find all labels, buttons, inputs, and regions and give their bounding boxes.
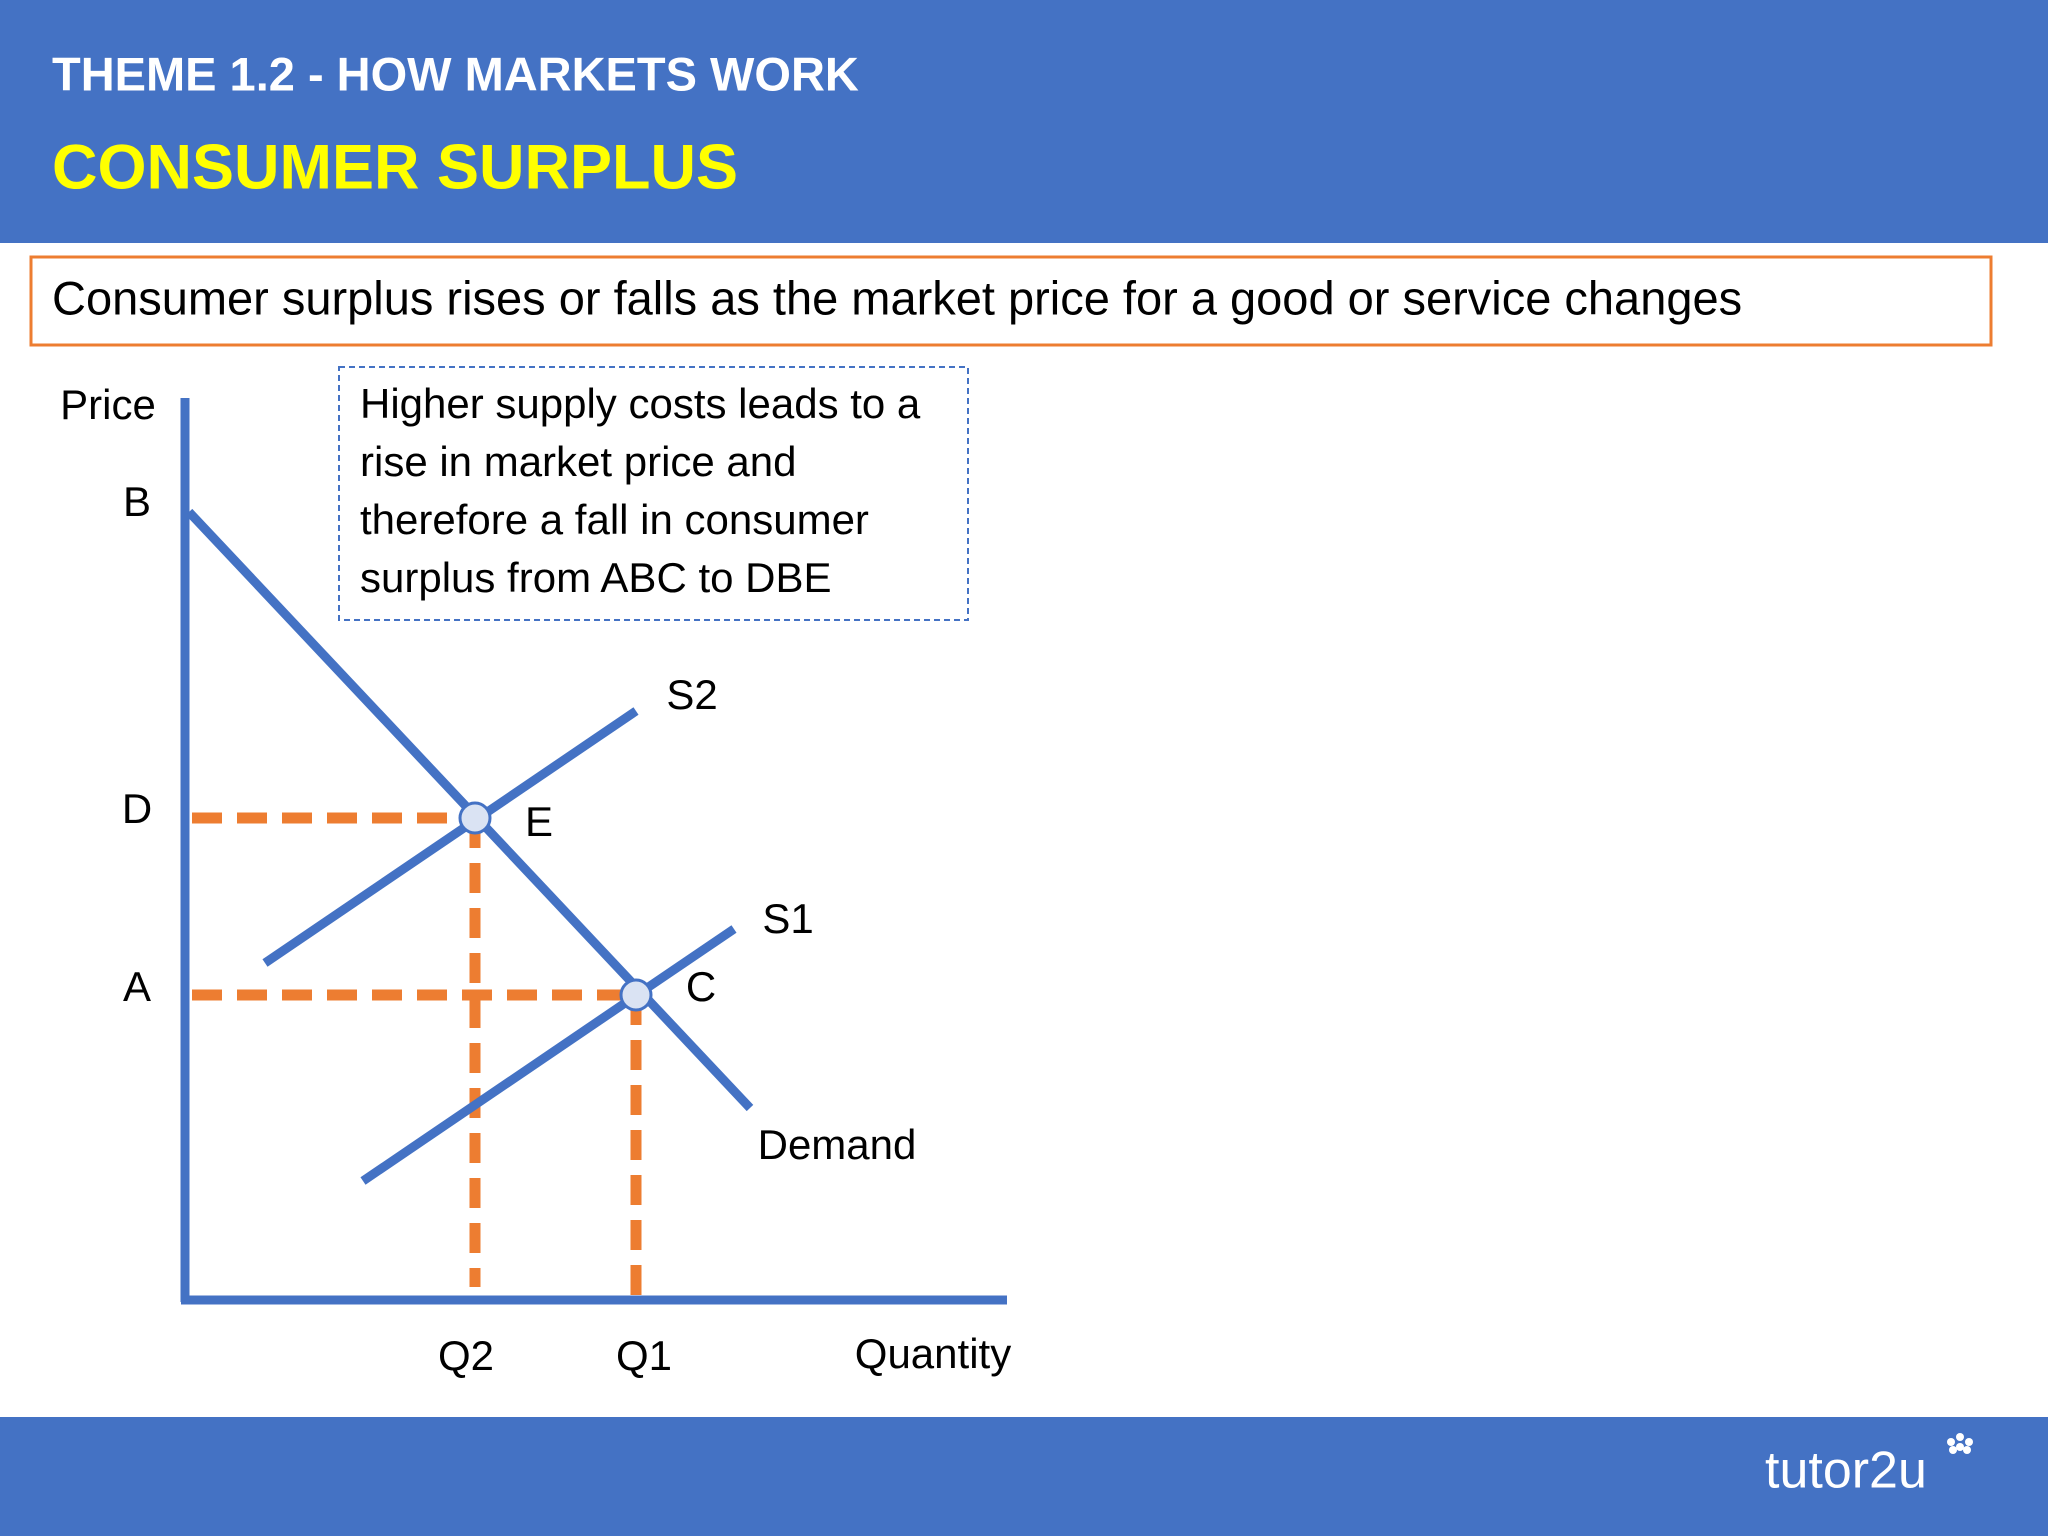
guides	[192, 812, 642, 1295]
header-bar	[0, 0, 2048, 243]
curve-label: S1	[762, 895, 813, 942]
statement-box	[29, 255, 1993, 347]
note-line: surplus from ABC to DBE	[360, 554, 832, 601]
footer-bar	[0, 1417, 2048, 1536]
quantity-label: Q1	[616, 1332, 672, 1379]
s2-curve	[262, 707, 639, 967]
point-c	[619, 978, 653, 1012]
quantity-label: Q2	[438, 1332, 494, 1379]
point-e	[458, 801, 492, 835]
note-box	[338, 366, 969, 621]
note-line: therefore a fall in consumer	[360, 496, 869, 543]
price-label: A	[123, 963, 151, 1010]
price-label: B	[123, 478, 151, 525]
note-line: Higher supply costs leads to a	[360, 380, 921, 427]
statement: Consumer surplus rises or falls as the m…	[52, 271, 1742, 324]
title: CONSUMER SURPLUS	[52, 133, 738, 203]
s1-curve	[360, 925, 737, 1185]
x-axis-label: Quantity	[855, 1330, 1011, 1377]
note-line: rise in market price and	[360, 438, 797, 485]
logo: tutor2u	[1765, 1442, 1927, 1500]
point-label: E	[525, 798, 553, 845]
y-axis-label: Price	[60, 381, 156, 428]
logo-flower	[1947, 1433, 1973, 1454]
price-label: D	[122, 785, 152, 832]
theme: THEME 1.2 - HOW MARKETS WORK	[52, 47, 859, 100]
curve-label: S2	[666, 671, 717, 718]
curve-label: Demand	[758, 1121, 917, 1168]
point-label: C	[686, 963, 716, 1010]
